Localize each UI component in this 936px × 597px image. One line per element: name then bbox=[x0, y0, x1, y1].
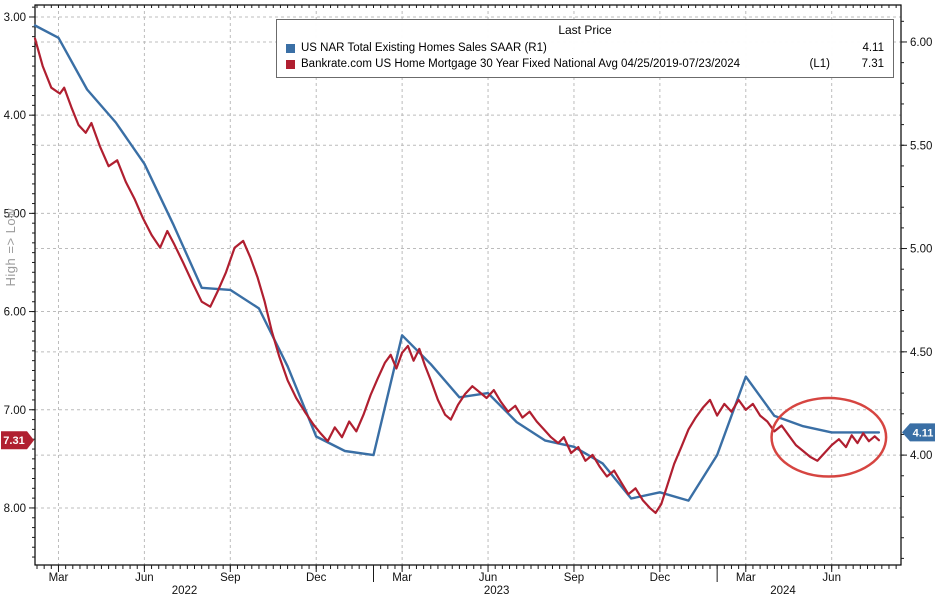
svg-text:8.00: 8.00 bbox=[4, 503, 26, 515]
svg-text:5.00: 5.00 bbox=[910, 244, 932, 256]
svg-text:2024: 2024 bbox=[770, 585, 796, 597]
series-line-mortgage-rate-30y bbox=[33, 37, 880, 514]
svg-text:Jun: Jun bbox=[479, 572, 498, 584]
svg-text:Mar: Mar bbox=[49, 572, 69, 584]
svg-text:2022: 2022 bbox=[172, 585, 198, 597]
legend-series-label: US NAR Total Existing Homes Sales SAAR (… bbox=[301, 42, 547, 54]
axis-labels: 3.00 4.00 5.00 6.00 7.00 8.00 6.00 5.50 5.00 4.50… bbox=[4, 12, 933, 597]
svg-text:4.11: 4.11 bbox=[913, 427, 934, 439]
svg-text:Jun: Jun bbox=[135, 572, 154, 584]
svg-text:Dec: Dec bbox=[650, 572, 671, 584]
svg-text:7.31: 7.31 bbox=[3, 435, 24, 447]
legend-last-price: 7.31 bbox=[861, 58, 884, 70]
legend-axis-tag: (L1) bbox=[809, 58, 830, 70]
legend-series-values: 4.11 bbox=[830, 40, 884, 56]
legend-item-existing-home-sales[interactable]: US NAR Total Existing Homes Sales SAAR (… bbox=[286, 40, 884, 56]
right-axis-last-price-badge: 4.11 bbox=[902, 423, 935, 442]
series-swatch-red-icon bbox=[286, 59, 295, 69]
svg-text:Dec: Dec bbox=[306, 572, 327, 584]
legend-last-price: 4.11 bbox=[862, 42, 884, 54]
svg-text:Jun: Jun bbox=[822, 572, 841, 584]
legend-series-values: (L1) 7.31 bbox=[810, 56, 884, 72]
svg-text:Mar: Mar bbox=[736, 572, 756, 584]
legend-title: Last Price bbox=[558, 23, 612, 37]
svg-text:6.00: 6.00 bbox=[4, 307, 26, 319]
svg-text:5.50: 5.50 bbox=[910, 140, 932, 152]
series-swatch-blue-icon bbox=[286, 43, 295, 53]
plot-frame bbox=[34, 4, 902, 566]
axis-ticks bbox=[29, 5, 907, 582]
svg-text:2023: 2023 bbox=[484, 585, 510, 597]
legend-item-mortgage-rate[interactable]: Bankrate.com US Home Mortgage 30 Year Fi… bbox=[286, 56, 884, 72]
svg-text:5.00: 5.00 bbox=[4, 208, 26, 220]
left-axis-last-price-badge: 7.31 bbox=[1, 431, 34, 450]
svg-text:3.00: 3.00 bbox=[4, 12, 26, 24]
series-line-existing-home-sales bbox=[33, 24, 881, 502]
svg-text:4.00: 4.00 bbox=[4, 110, 26, 122]
svg-text:7.00: 7.00 bbox=[4, 405, 26, 417]
svg-text:4.00: 4.00 bbox=[910, 450, 932, 462]
svg-text:4.50: 4.50 bbox=[910, 347, 932, 359]
svg-text:6.00: 6.00 bbox=[910, 37, 932, 49]
legend-series-label: Bankrate.com US Home Mortgage 30 Year Fi… bbox=[301, 58, 740, 70]
svg-text:Mar: Mar bbox=[392, 572, 412, 584]
left-axis-title: High => Low bbox=[3, 208, 18, 287]
svg-text:Sep: Sep bbox=[220, 572, 240, 584]
gridlines bbox=[35, 5, 901, 565]
legend: Last Price US NAR Total Existing Homes S… bbox=[276, 19, 894, 78]
annotation-ellipse bbox=[770, 396, 888, 478]
svg-text:Sep: Sep bbox=[564, 572, 584, 584]
